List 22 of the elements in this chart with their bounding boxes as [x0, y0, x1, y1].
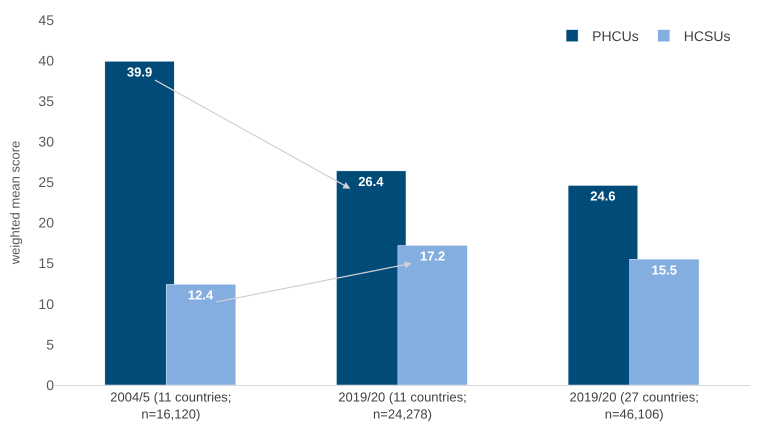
data-label: 26.4 [358, 174, 384, 189]
x-tick-label: 2004/5 (11 countries; n=16,120) [110, 390, 232, 422]
x-tick-label: 2019/20 (11 countries; n=24,278) [338, 390, 467, 422]
data-label: 15.5 [652, 262, 677, 278]
y-tick-label: 40 [38, 52, 54, 68]
data-label: 24.6 [590, 188, 616, 204]
y-tick-label: 20 [38, 214, 54, 231]
y-tick-label: 5 [46, 336, 54, 352]
legend-label: PHCUs [592, 28, 639, 44]
y-tick-label: 0 [46, 376, 54, 393]
x-tick-label: 2019/20 (27 countries; n=46,106) [569, 390, 699, 422]
y-tick-label: 30 [38, 134, 54, 150]
y-tick-label: 35 [38, 93, 54, 110]
data-label: 17.2 [420, 248, 446, 264]
data-label: 39.9 [126, 64, 152, 80]
data-label: 12.4 [188, 287, 214, 302]
legend-label: HCSUs [684, 28, 730, 44]
y-tick-label: 25 [38, 174, 54, 190]
y-tick-label: 45 [38, 12, 54, 28]
y-tick-label: 15 [38, 255, 54, 272]
y-axis-title: weighted mean score [7, 140, 22, 266]
y-tick-label: 10 [38, 296, 54, 312]
